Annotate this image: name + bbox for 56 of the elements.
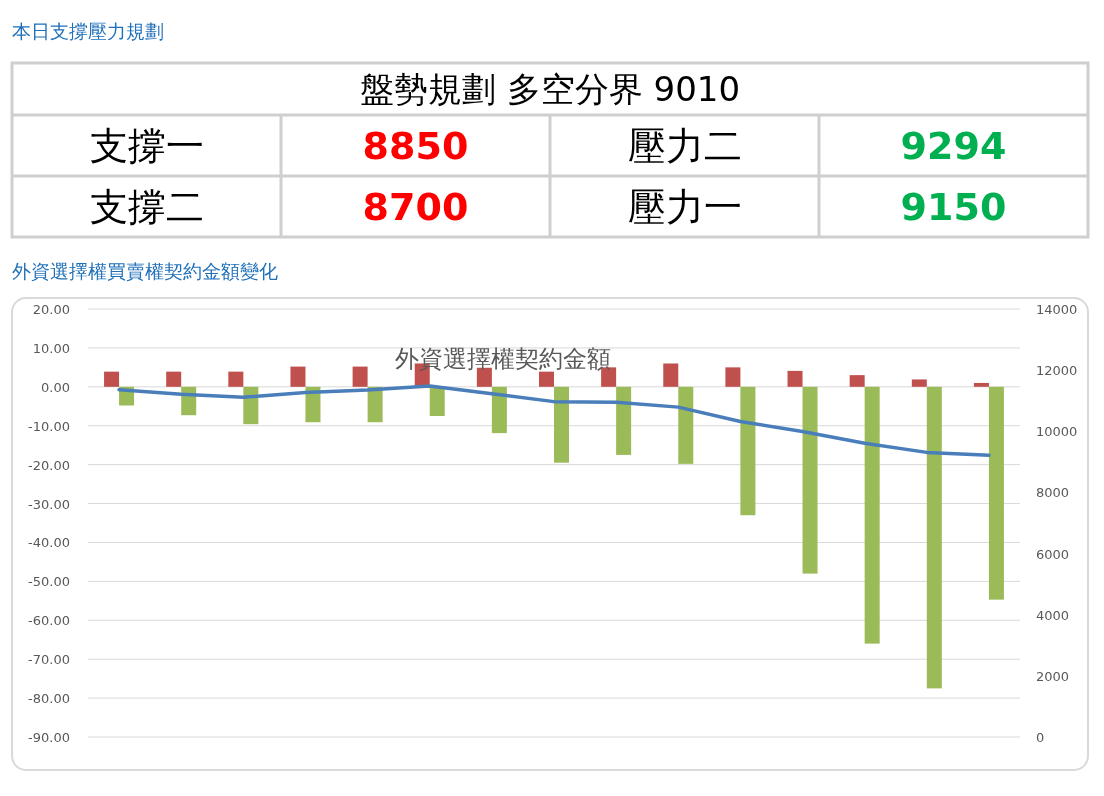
y-tick-label: -60.00	[28, 613, 70, 629]
text: 盤勢規劃 多空分界 9010	[359, 69, 741, 109]
text: 本日支撐壓力規劃	[12, 20, 164, 42]
line-series	[117, 384, 991, 457]
bar	[926, 386, 942, 689]
bar	[988, 386, 1004, 600]
bar	[802, 386, 818, 574]
y2-tick-label: 6000	[1036, 546, 1070, 562]
bar	[849, 375, 865, 387]
text: 8700	[362, 184, 469, 229]
bar	[864, 386, 880, 644]
bar	[429, 386, 445, 416]
y-tick-label: -70.00	[28, 652, 70, 668]
chart-title: 外資選擇權買賣權契約金額變化	[12, 260, 278, 282]
bar	[554, 386, 569, 463]
bar	[352, 366, 368, 387]
bar	[740, 386, 756, 516]
bar	[787, 370, 803, 387]
text: 壓力一	[627, 184, 742, 229]
y-tick-label: -40.00	[28, 535, 70, 551]
y-tick-label: 0.00	[41, 379, 70, 395]
y-tick-label: -30.00	[28, 496, 70, 512]
text: 外資選擇權契約金額	[395, 345, 611, 373]
y2-tick-label: 10000	[1036, 424, 1078, 440]
y2-tick-label: 8000	[1036, 485, 1070, 501]
y2-tick-label: 12000	[1036, 363, 1078, 379]
y-tick-label: -10.00	[28, 418, 70, 434]
text: 9294	[900, 123, 1007, 168]
bar	[491, 386, 507, 434]
text: 9150	[900, 184, 1007, 229]
y-tick-label: -80.00	[28, 691, 70, 707]
y-tick-label: -90.00	[28, 730, 70, 745]
bar	[228, 371, 244, 387]
bar	[616, 386, 632, 455]
y2-tick-label: 0	[1036, 730, 1045, 745]
bar	[243, 386, 259, 425]
bar	[539, 371, 554, 387]
bar	[290, 366, 306, 387]
text: 支撐一	[89, 123, 204, 168]
bar	[973, 382, 989, 387]
y2-tick-label: 14000	[1036, 302, 1078, 317]
text: 支撐二	[89, 184, 204, 229]
bar	[104, 371, 120, 387]
y2-tick-label: 2000	[1036, 668, 1070, 684]
bar	[911, 379, 927, 387]
text: 8850	[362, 123, 469, 168]
y-tick-label: 20.00	[32, 302, 70, 317]
y-tick-label: -20.00	[28, 457, 70, 473]
text: 壓力二	[627, 123, 742, 168]
y-tick-label: 10.00	[32, 340, 70, 356]
bar	[663, 363, 679, 387]
bar	[678, 386, 694, 464]
bar	[725, 367, 741, 387]
bar	[166, 371, 182, 387]
y2-tick-label: 4000	[1036, 607, 1070, 623]
y-tick-label: -50.00	[28, 574, 70, 590]
